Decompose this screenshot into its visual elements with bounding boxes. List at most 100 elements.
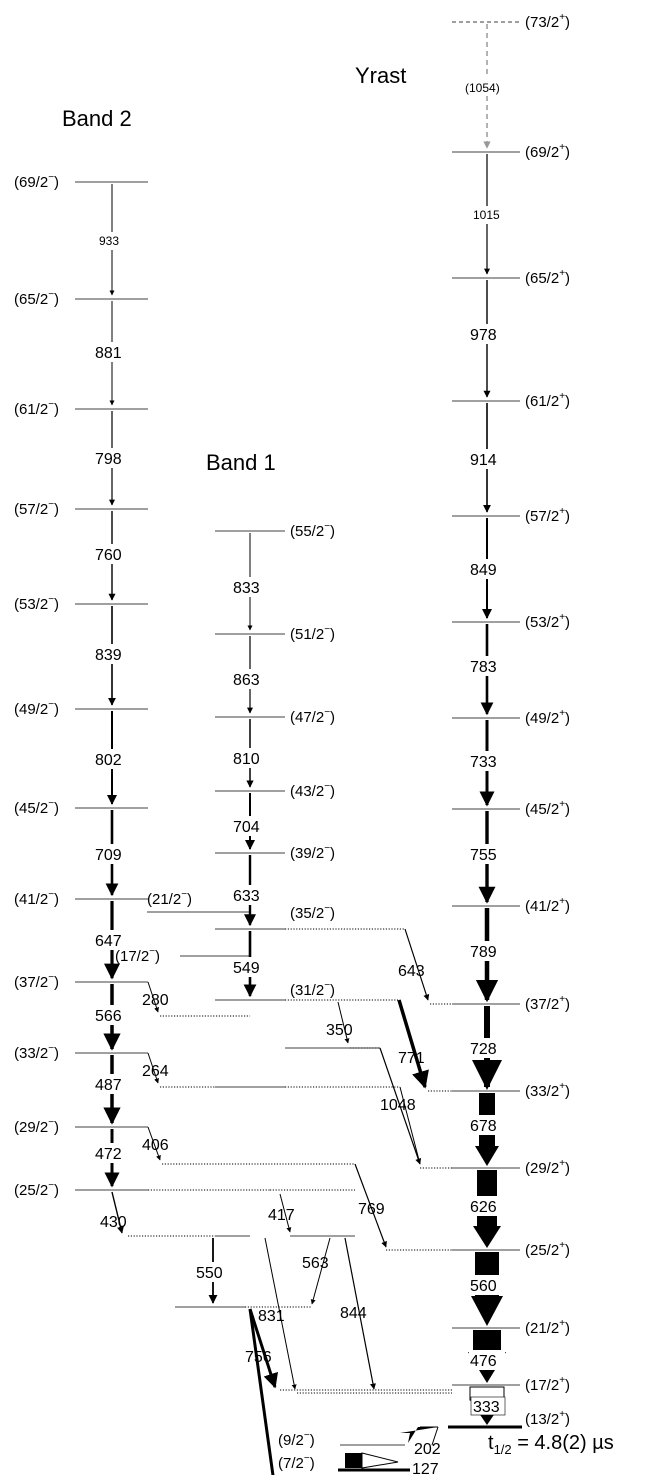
transition-energy: 771 (398, 1050, 425, 1067)
transition-arrow (400, 1427, 438, 1443)
level-label: (51/2−) (290, 624, 335, 643)
band2: (69/2−) (65/2−) (61/2−) (57/2−) (53/2−) … (14, 172, 452, 1475)
level-label: (35/2−) (290, 903, 335, 922)
transition-energy: 487 (95, 1077, 122, 1094)
transition-energy: 406 (142, 1137, 169, 1154)
transition-energy: 633 (233, 888, 260, 905)
transition-energy: 709 (95, 847, 122, 864)
transition-arrow (310, 1237, 331, 1305)
transition-energy: 563 (302, 1255, 329, 1272)
transition-energy: 833 (233, 580, 260, 597)
transition-energy: 1048 (380, 1097, 416, 1114)
level-label: (65/2−) (14, 289, 59, 308)
transition-arrow (147, 981, 159, 1013)
isomer-half-life: t1/2 = 4.8(2) µs (488, 1432, 614, 1457)
level-label: (21/2−) (147, 889, 192, 908)
transition-energy: 831 (258, 1308, 285, 1325)
level-label: (17/2−) (115, 946, 160, 965)
transition-energy: 472 (95, 1146, 122, 1163)
transition-energy: 280 (142, 992, 169, 1009)
transition-arrow (397, 999, 429, 1089)
transition-arrow (354, 1163, 387, 1248)
level-label: (33/2−) (14, 1043, 59, 1062)
level-label: (31/2−) (290, 980, 335, 999)
transition-energy: 728 (470, 1041, 497, 1058)
transition-energy: 202 (414, 1441, 441, 1458)
transition-arrow (248, 1308, 279, 1389)
transition-energy: 127 (412, 1461, 439, 1475)
transition-energy: 550 (196, 1265, 223, 1282)
transition-arrow (404, 928, 430, 1001)
transition-energy: 704 (233, 819, 260, 836)
transition-arrow (345, 1453, 362, 1468)
transition-energy: 756 (245, 1349, 272, 1366)
transition-arrow (264, 1237, 297, 1390)
transition-energy: 560 (470, 1278, 497, 1295)
level-label: (41/2+) (525, 896, 570, 915)
transition-energy: 810 (233, 751, 260, 768)
transition-energy: 678 (470, 1118, 497, 1135)
transition-energy: 417 (268, 1207, 295, 1224)
transition-energy: 798 (95, 451, 122, 468)
level-label: (61/2−) (14, 399, 59, 418)
transition-energy: 476 (470, 1353, 497, 1370)
transition-energy: 1015 (473, 208, 500, 222)
transition-arrow (279, 1193, 292, 1233)
transition-energy: 881 (95, 345, 122, 362)
level-label: (49/2+) (525, 708, 570, 727)
level-label: (17/2+) (525, 1375, 570, 1394)
level-label: (39/2−) (290, 843, 335, 862)
level-label: (49/2−) (14, 699, 59, 718)
transition-arrow (147, 1126, 161, 1161)
level-label: (73/2+) (525, 12, 570, 31)
transition-energy: 933 (99, 234, 119, 248)
transition-energy: 769 (358, 1201, 385, 1218)
level-label: (29/2−) (14, 1117, 59, 1136)
level-label: (47/2−) (290, 707, 335, 726)
transition-arrow (111, 1191, 124, 1234)
transition-energy: 863 (233, 672, 260, 689)
level-label: (41/2−) (14, 889, 59, 908)
transition-arrow (248, 1308, 275, 1475)
level-label: (61/2+) (525, 391, 570, 410)
level-label: (33/2+) (525, 1081, 570, 1100)
level-label: (43/2−) (290, 781, 335, 800)
transition-energy: 350 (326, 1022, 353, 1039)
level-label: (37/2−) (14, 972, 59, 991)
transition-energy: 430 (100, 1214, 127, 1231)
level-label: (29/2+) (525, 1158, 570, 1177)
transition-arrow (337, 1001, 350, 1044)
transition-energy: 549 (233, 960, 260, 977)
band1-title: Band 1 (206, 450, 276, 475)
level-label: (65/2+) (525, 268, 570, 287)
band2-title: Band 2 (62, 106, 132, 131)
transition-energy: 626 (470, 1199, 497, 1216)
level-label: (9/2−) (278, 1430, 315, 1449)
level-label: (13/2+) (525, 1409, 570, 1428)
transition-energy: 333 (473, 1399, 500, 1416)
transition-energy: 839 (95, 647, 122, 664)
transition-energy: 566 (95, 1008, 122, 1025)
level-label: (53/2−) (14, 594, 59, 613)
yrast-title: Yrast (355, 63, 406, 88)
transition-arrow (147, 1052, 159, 1084)
level-label: (69/2+) (525, 142, 570, 161)
low-levels: (17/2−) (9/2−) (7/2−) 202 127 (115, 946, 441, 1475)
level-label: (25/2+) (525, 1240, 570, 1259)
transition-energy: 643 (398, 963, 425, 980)
transition-energy: 849 (470, 562, 497, 579)
transition-energy: 978 (470, 327, 497, 344)
band1: (55/2−) (51/2−) (47/2−) (43/2−) (39/2−) … (147, 521, 452, 1169)
yrast-band: (73/2+) (69/2+) (65/2+) (61/2+) (57/2+) … (448, 12, 570, 1429)
transition-arrow (344, 1237, 376, 1390)
level-label: (45/2−) (14, 798, 59, 817)
transition-energy: 755 (470, 847, 497, 864)
level-label: (69/2−) (14, 172, 59, 191)
level-label: (45/2+) (525, 799, 570, 818)
transition-energy: 647 (95, 933, 122, 950)
level-label: (55/2−) (290, 521, 335, 540)
transition-energy: 914 (470, 452, 497, 469)
level-label: (57/2+) (525, 506, 570, 525)
transition-energy: 264 (142, 1063, 169, 1080)
